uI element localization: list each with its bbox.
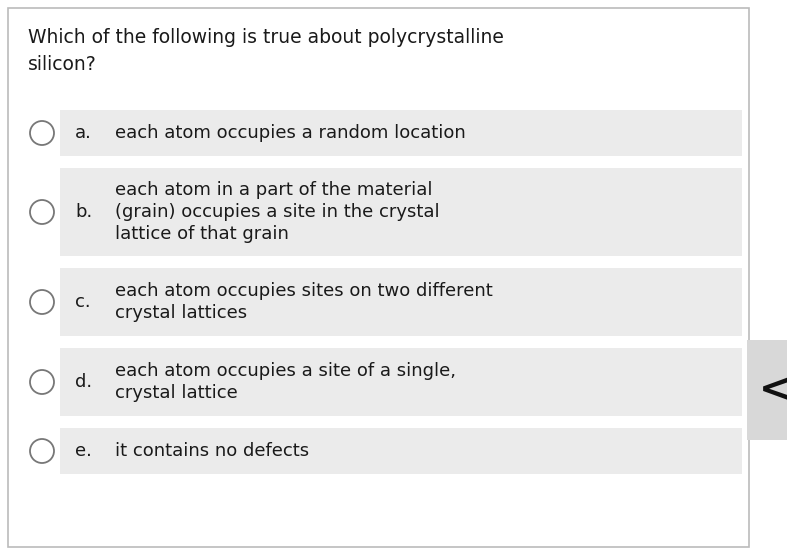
- Text: lattice of that grain: lattice of that grain: [115, 225, 289, 243]
- Text: a.: a.: [75, 124, 92, 142]
- Text: crystal lattices: crystal lattices: [115, 304, 247, 322]
- Text: Which of the following is true about polycrystalline: Which of the following is true about pol…: [28, 28, 504, 47]
- Circle shape: [30, 370, 54, 394]
- Text: e.: e.: [75, 442, 92, 460]
- Text: silicon?: silicon?: [28, 55, 97, 74]
- Text: each atom occupies a site of a single,: each atom occupies a site of a single,: [115, 362, 456, 380]
- Text: d.: d.: [75, 373, 92, 391]
- Circle shape: [30, 290, 54, 314]
- Circle shape: [30, 121, 54, 145]
- Text: each atom occupies sites on two different: each atom occupies sites on two differen…: [115, 282, 493, 300]
- Circle shape: [30, 200, 54, 224]
- Text: crystal lattice: crystal lattice: [115, 384, 238, 402]
- Text: <: <: [759, 371, 787, 409]
- Text: it contains no defects: it contains no defects: [115, 442, 309, 460]
- Circle shape: [30, 439, 54, 463]
- FancyBboxPatch shape: [60, 428, 742, 474]
- Text: each atom in a part of the material: each atom in a part of the material: [115, 181, 433, 199]
- Text: b.: b.: [75, 203, 92, 221]
- FancyBboxPatch shape: [60, 268, 742, 336]
- FancyBboxPatch shape: [60, 168, 742, 256]
- Text: (grain) occupies a site in the crystal: (grain) occupies a site in the crystal: [115, 203, 440, 221]
- Text: c.: c.: [75, 293, 91, 311]
- FancyBboxPatch shape: [60, 348, 742, 416]
- FancyBboxPatch shape: [747, 340, 787, 440]
- Text: each atom occupies a random location: each atom occupies a random location: [115, 124, 466, 142]
- FancyBboxPatch shape: [8, 8, 749, 547]
- FancyBboxPatch shape: [60, 110, 742, 156]
